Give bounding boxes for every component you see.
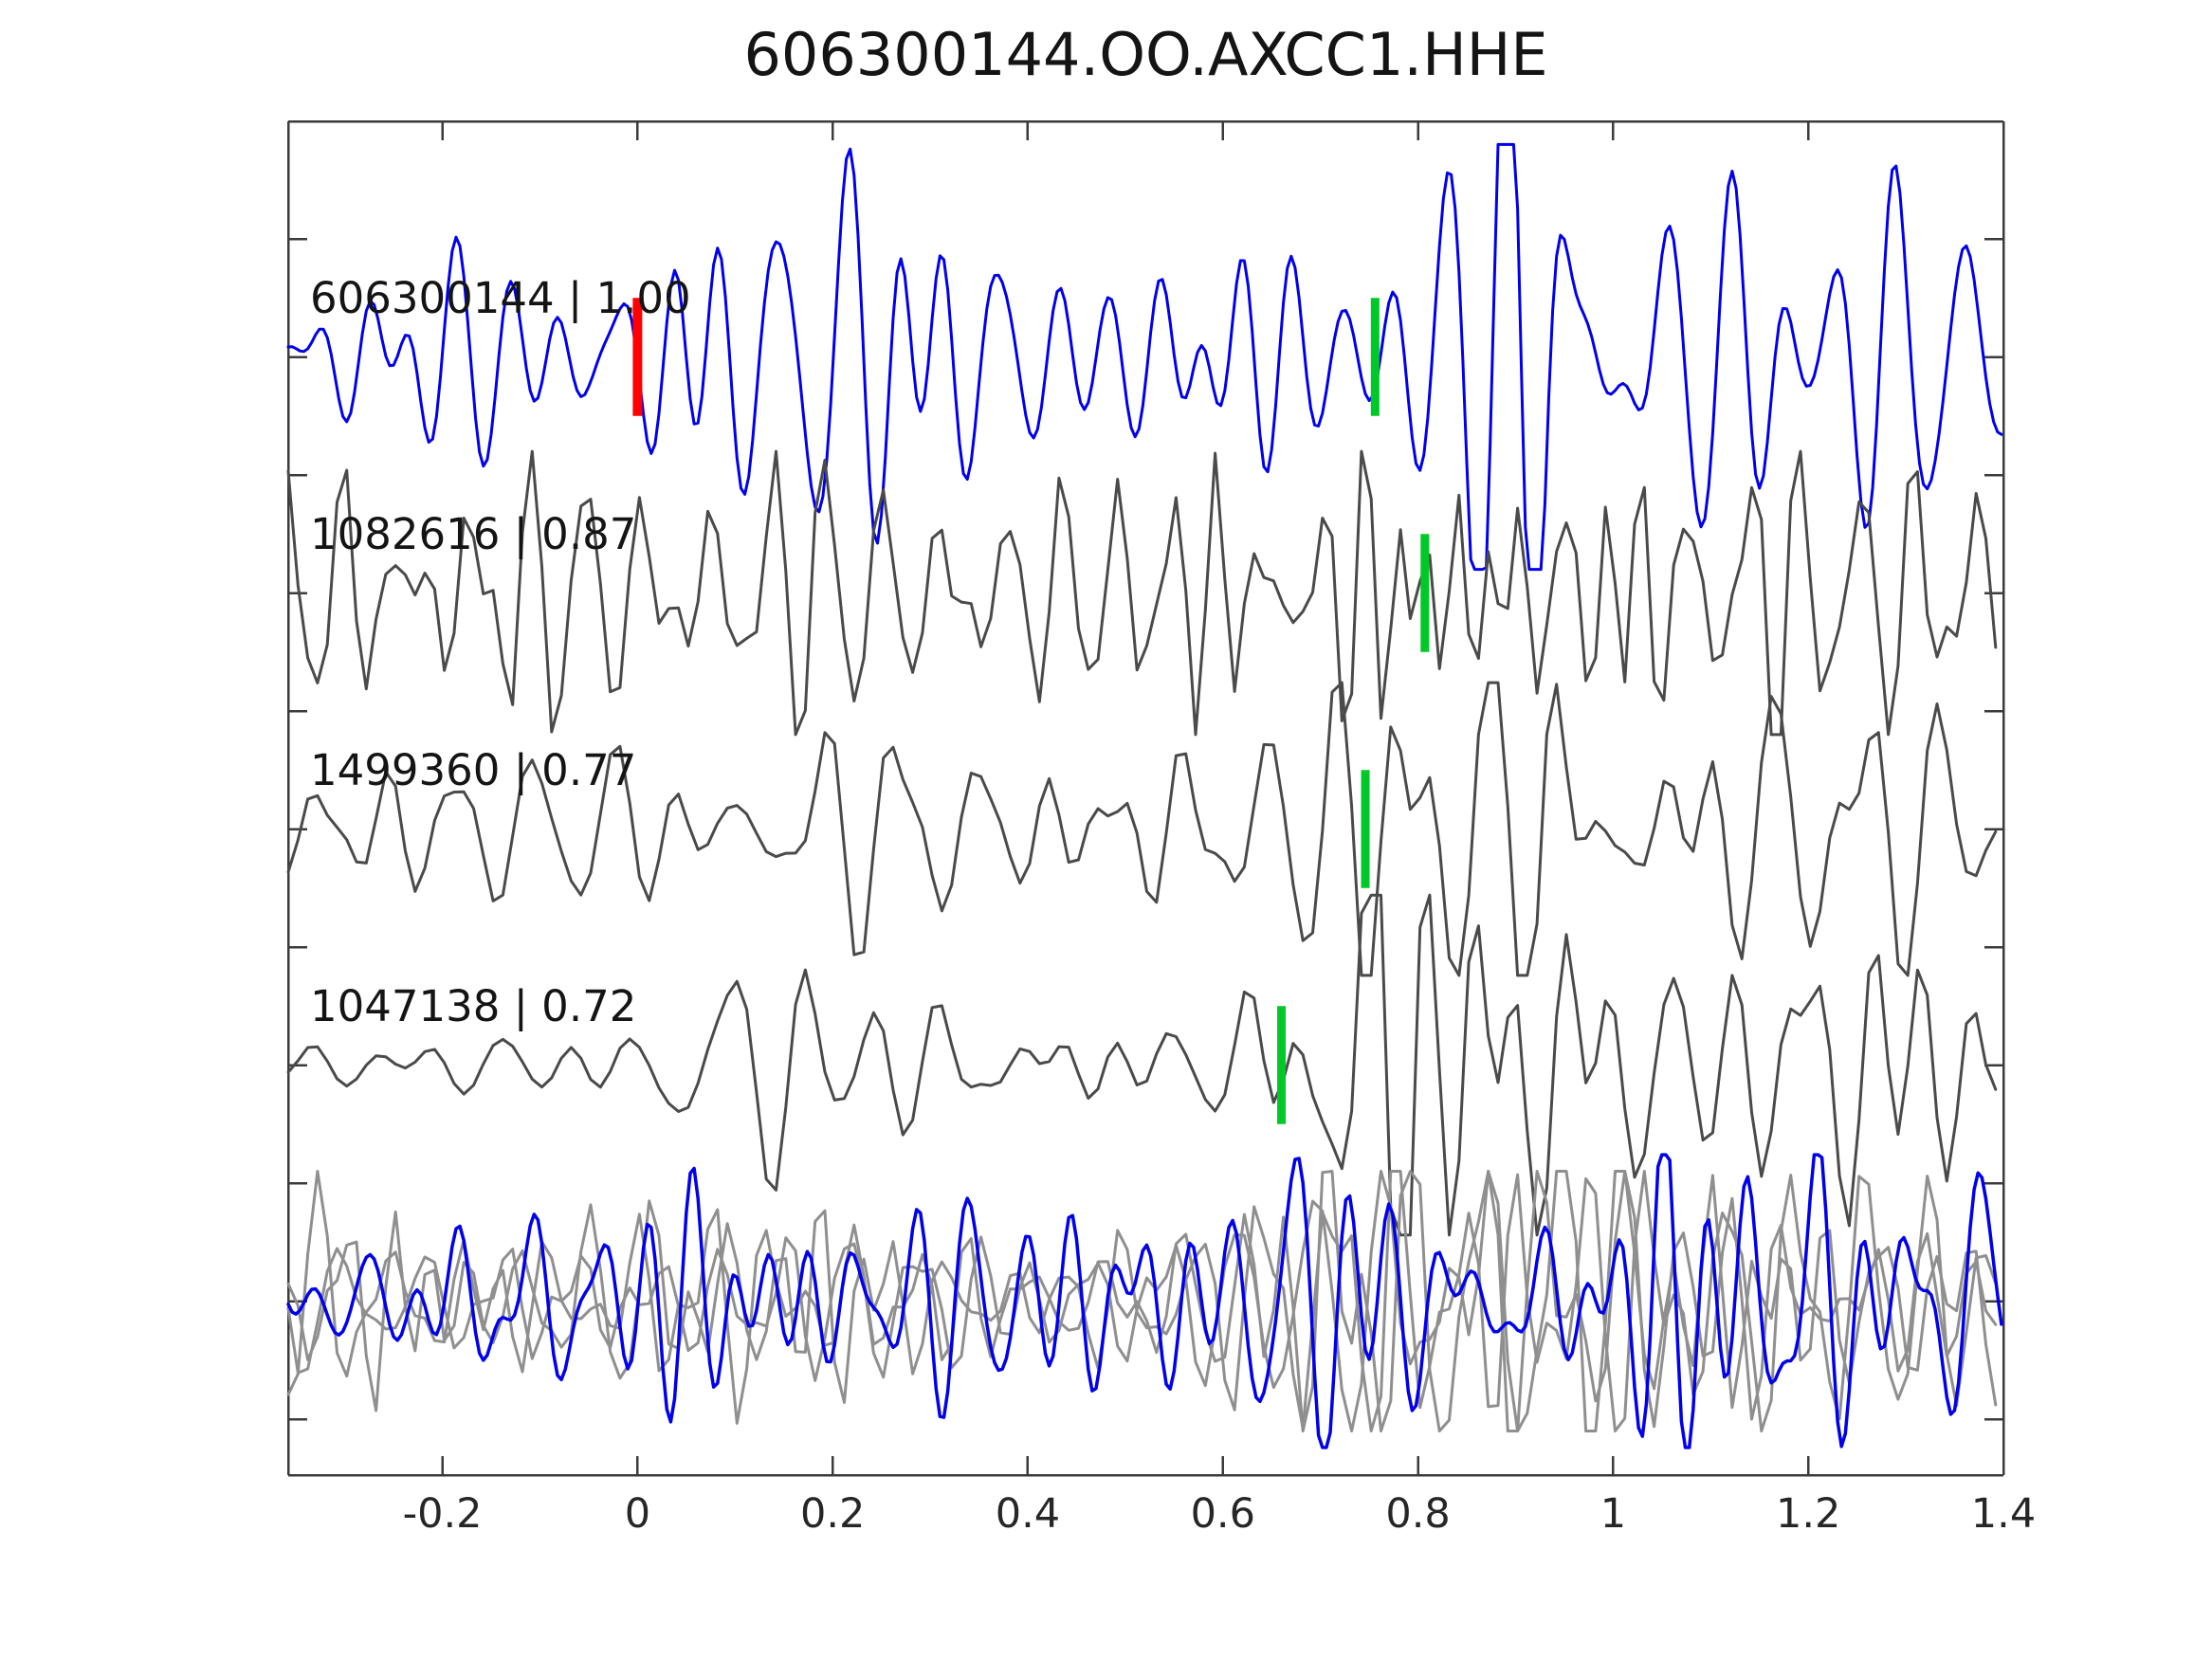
waveform-1499360: [286, 681, 1998, 977]
plot-spines: [286, 119, 2005, 1477]
waveform-traces: [286, 142, 2003, 1449]
x-tick-label: -0.2: [402, 1490, 483, 1538]
waveform-overlay-gray-2: [286, 1170, 1998, 1432]
x-tick-label: 1: [1600, 1490, 1627, 1538]
waveform-1082616: [286, 449, 1998, 737]
pick-markers: [632, 298, 1430, 1124]
plot-title: 606300144.OO.AXCC1.HHE: [743, 20, 1548, 89]
waveform-1047138: [286, 893, 1998, 1237]
trace-label-1047138: 1047138 | 0.72: [310, 980, 637, 1031]
x-tick-label: 0.2: [799, 1490, 866, 1538]
x-tick-label: 0.6: [1190, 1490, 1255, 1538]
axis-ticks: [288, 121, 2005, 1475]
waveform-overlay-gray-1: [286, 1170, 1998, 1432]
x-tick-label: 1.4: [1970, 1490, 2037, 1538]
x-tick-label: 0.8: [1385, 1490, 1451, 1538]
trace-label-1499360: 1499360 | 0.77: [310, 744, 637, 795]
waveform-overlay-gray-3: [286, 1170, 1998, 1432]
trace-label-1082616: 1082616 | 0.87: [310, 508, 637, 559]
waveform-overlay-template: [286, 1153, 2003, 1449]
waveform-606300144: [286, 142, 2003, 572]
x-tick-label: 0: [624, 1490, 651, 1538]
trace-label-606300144: 606300144 | 1.00: [310, 272, 691, 323]
x-tick-label: 1.2: [1775, 1490, 1841, 1538]
x-tick-label: 0.4: [995, 1490, 1061, 1538]
